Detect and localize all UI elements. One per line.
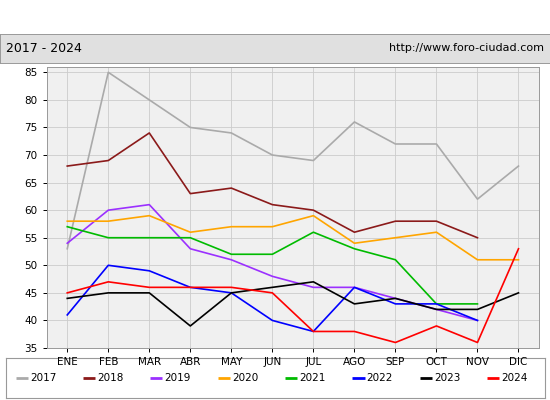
- Text: 2017 - 2024: 2017 - 2024: [6, 42, 81, 55]
- Text: 2018: 2018: [97, 373, 124, 383]
- Text: 2022: 2022: [367, 373, 393, 383]
- Text: 2017: 2017: [30, 373, 56, 383]
- Text: 2021: 2021: [299, 373, 326, 383]
- Text: 2019: 2019: [164, 373, 191, 383]
- Text: 2020: 2020: [232, 373, 258, 383]
- Text: http://www.foro-ciudad.com: http://www.foro-ciudad.com: [389, 43, 544, 53]
- Text: 2023: 2023: [434, 373, 460, 383]
- Text: Evolucion del paro registrado en Ulea: Evolucion del paro registrado en Ulea: [85, 8, 465, 26]
- Text: 2024: 2024: [502, 373, 528, 383]
